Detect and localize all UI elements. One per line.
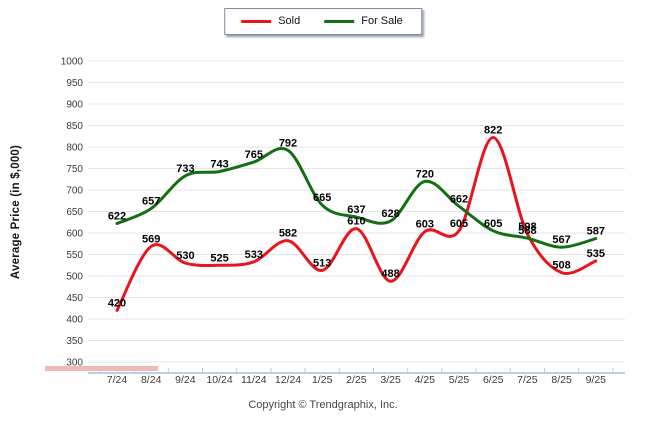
sold-data-label: 569 [142,233,160,245]
y-axis-tick-label: 700 [66,186,83,197]
for-sale-data-label: 587 [587,226,605,238]
x-axis-tick-label: 5/25 [449,374,470,386]
for-sale-data-label: 733 [176,163,194,175]
sold-data-label: 488 [381,268,399,280]
y-axis-tick-label: 750 [66,164,83,175]
for-sale-data-label: 637 [347,204,365,216]
sold-line-swatch [241,20,272,23]
x-axis-tick-label: 4/25 [415,374,436,386]
y-axis-tick-label: 950 [66,78,83,89]
for-sale-data-label: 622 [108,211,126,223]
sold-data-label: 610 [347,216,365,228]
sold-data-label: 420 [108,297,126,309]
y-axis-tick-label: 850 [66,121,83,132]
legend-item-for-sale: For Sale [324,16,403,27]
sold-data-label: 513 [313,257,331,269]
for-sale-data-label: 792 [279,137,297,149]
sold-data-label: 525 [210,252,228,264]
y-axis-tick-label: 400 [66,315,83,326]
for-sale-data-label: 665 [313,192,331,204]
sold-data-label: 598 [518,221,536,233]
axis-accent-bar [45,366,158,371]
x-axis-tick-label: 11/24 [241,374,267,386]
sold-data-label: 533 [245,249,263,261]
legend-label-for-sale: For Sale [361,15,403,27]
for-sale-data-label: 657 [142,196,160,208]
x-axis-tick-label: 6/25 [483,374,504,386]
sold-line [115,135,598,312]
for-sale-data-label: 628 [381,208,399,220]
sold-data-label: 582 [279,228,297,240]
for-sale-data-label: 605 [484,218,502,230]
sold-data-label: 603 [416,219,434,231]
sold-data-label: 605 [450,218,468,230]
y-axis-tick-label: 600 [66,229,83,240]
x-axis-tick-label: 7/25 [517,374,538,386]
for-sale-data-label: 567 [552,234,570,246]
for-sale-data-label: 720 [416,168,434,180]
legend-label-sold: Sold [278,15,301,27]
y-axis-tick-label: 900 [66,100,83,111]
x-axis-tick-label: 8/24 [141,374,162,386]
for-sale-data-label: 765 [245,149,263,161]
x-axis-tick-label: 7/24 [107,374,128,386]
sold-data-label: 822 [484,125,502,137]
x-axis-tick-label: 1/25 [312,374,333,386]
for-sale-data-label: 588 [518,225,536,237]
for-sale-line [115,147,598,249]
x-axis-tick-label: 3/25 [380,374,401,386]
sold-data-label: 530 [176,250,194,262]
x-axis-tick-label: 9/25 [586,374,607,386]
for-sale-data-label: 662 [450,193,468,205]
x-axis-tick-label: 10/24 [206,374,232,386]
copyright-text: Copyright © Trendgraphix, Inc. [248,399,398,411]
chart-legend: Sold For Sale [224,8,422,35]
legend-item-sold: Sold [241,16,300,27]
y-axis-tick-label: 350 [66,336,83,347]
y-axis-tick-label: 1000 [61,57,84,68]
x-axis-tick-label: 12/24 [275,374,301,386]
y-axis-tick-label: 500 [66,272,83,283]
x-axis-tick-label: 9/24 [175,374,196,386]
y-axis-tick-label: 550 [66,250,83,261]
sold-data-label: 535 [587,248,605,260]
for-sale-data-label: 743 [210,159,228,171]
y-axis-tick-label: 300 [66,358,83,369]
y-axis-tick-label: 650 [66,207,83,218]
x-axis-tick-label: 2/25 [346,374,367,386]
for-sale-line-swatch [324,20,355,23]
y-axis-tick-label: 450 [66,293,83,304]
sold-data-label: 508 [552,260,570,272]
y-axis-title: Average Price (in $,000) [10,144,22,280]
y-axis-tick-label: 800 [66,143,83,154]
x-axis-tick-label: 8/25 [551,374,572,386]
